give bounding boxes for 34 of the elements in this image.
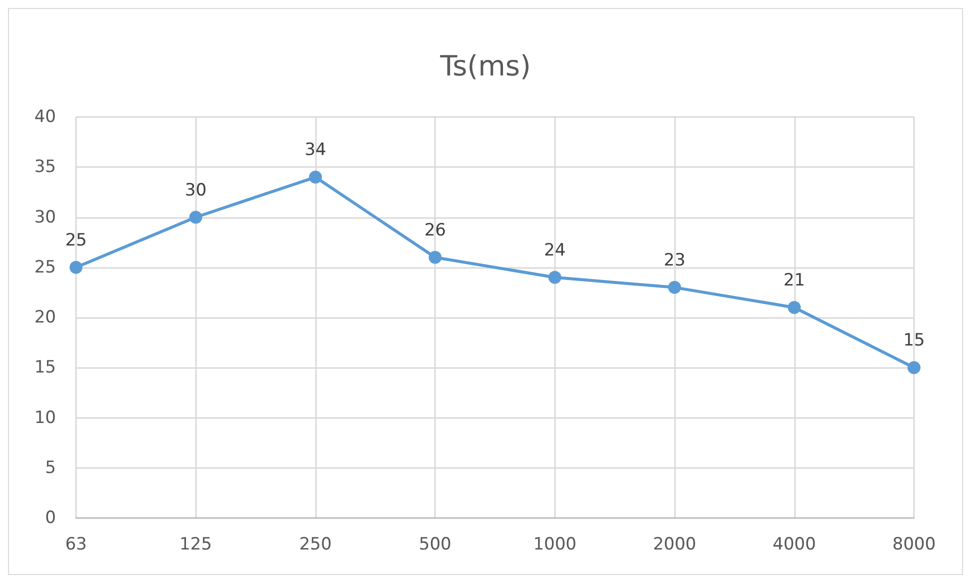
- data-label: 24: [544, 240, 566, 260]
- y-tick-label: 25: [34, 257, 56, 278]
- point: [189, 210, 202, 224]
- data-label: 26: [424, 220, 446, 240]
- data-label: 21: [783, 270, 806, 290]
- point: [668, 280, 682, 294]
- y-tick-label: 20: [34, 308, 56, 328]
- y-tick-label: 5: [45, 458, 56, 478]
- x-tick-label: 4000: [772, 534, 816, 554]
- x-tick-label: 500: [418, 534, 452, 554]
- x-tick-label: 125: [179, 534, 212, 554]
- data-label: 15: [903, 330, 925, 351]
- data-label: 30: [184, 180, 207, 200]
- data-label: 23: [664, 250, 686, 270]
- chart-title: Ts(ms): [439, 50, 531, 82]
- x-tick-label: 1000: [533, 534, 576, 554]
- x-tick-label: 63: [65, 534, 87, 554]
- point: [548, 270, 562, 284]
- y-tick-label: 15: [34, 358, 56, 378]
- y-tick-label: 30: [34, 207, 56, 228]
- point: [428, 250, 442, 264]
- point: [308, 170, 322, 184]
- y-tick-label: 0: [45, 508, 56, 528]
- point: [788, 300, 801, 314]
- y-tick-label: 10: [34, 408, 56, 428]
- x-tick-label: 250: [299, 534, 332, 554]
- x-tick-label: 8000: [892, 534, 936, 554]
- y-tick-label: 35: [34, 157, 56, 178]
- point: [70, 260, 82, 274]
- y-tick-label: 40: [34, 107, 56, 127]
- point: [908, 361, 920, 374]
- data-label: 25: [65, 230, 87, 250]
- x-tick-label: 2000: [652, 534, 696, 554]
- data-label: 34: [304, 140, 326, 160]
